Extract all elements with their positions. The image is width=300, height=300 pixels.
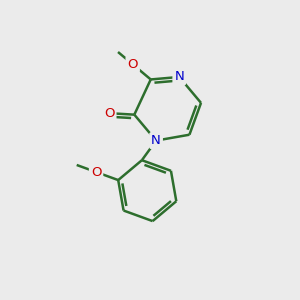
Text: O: O bbox=[104, 107, 115, 120]
Text: N: N bbox=[174, 70, 184, 83]
Text: O: O bbox=[128, 58, 138, 71]
Text: O: O bbox=[91, 166, 101, 178]
Text: N: N bbox=[151, 134, 161, 147]
